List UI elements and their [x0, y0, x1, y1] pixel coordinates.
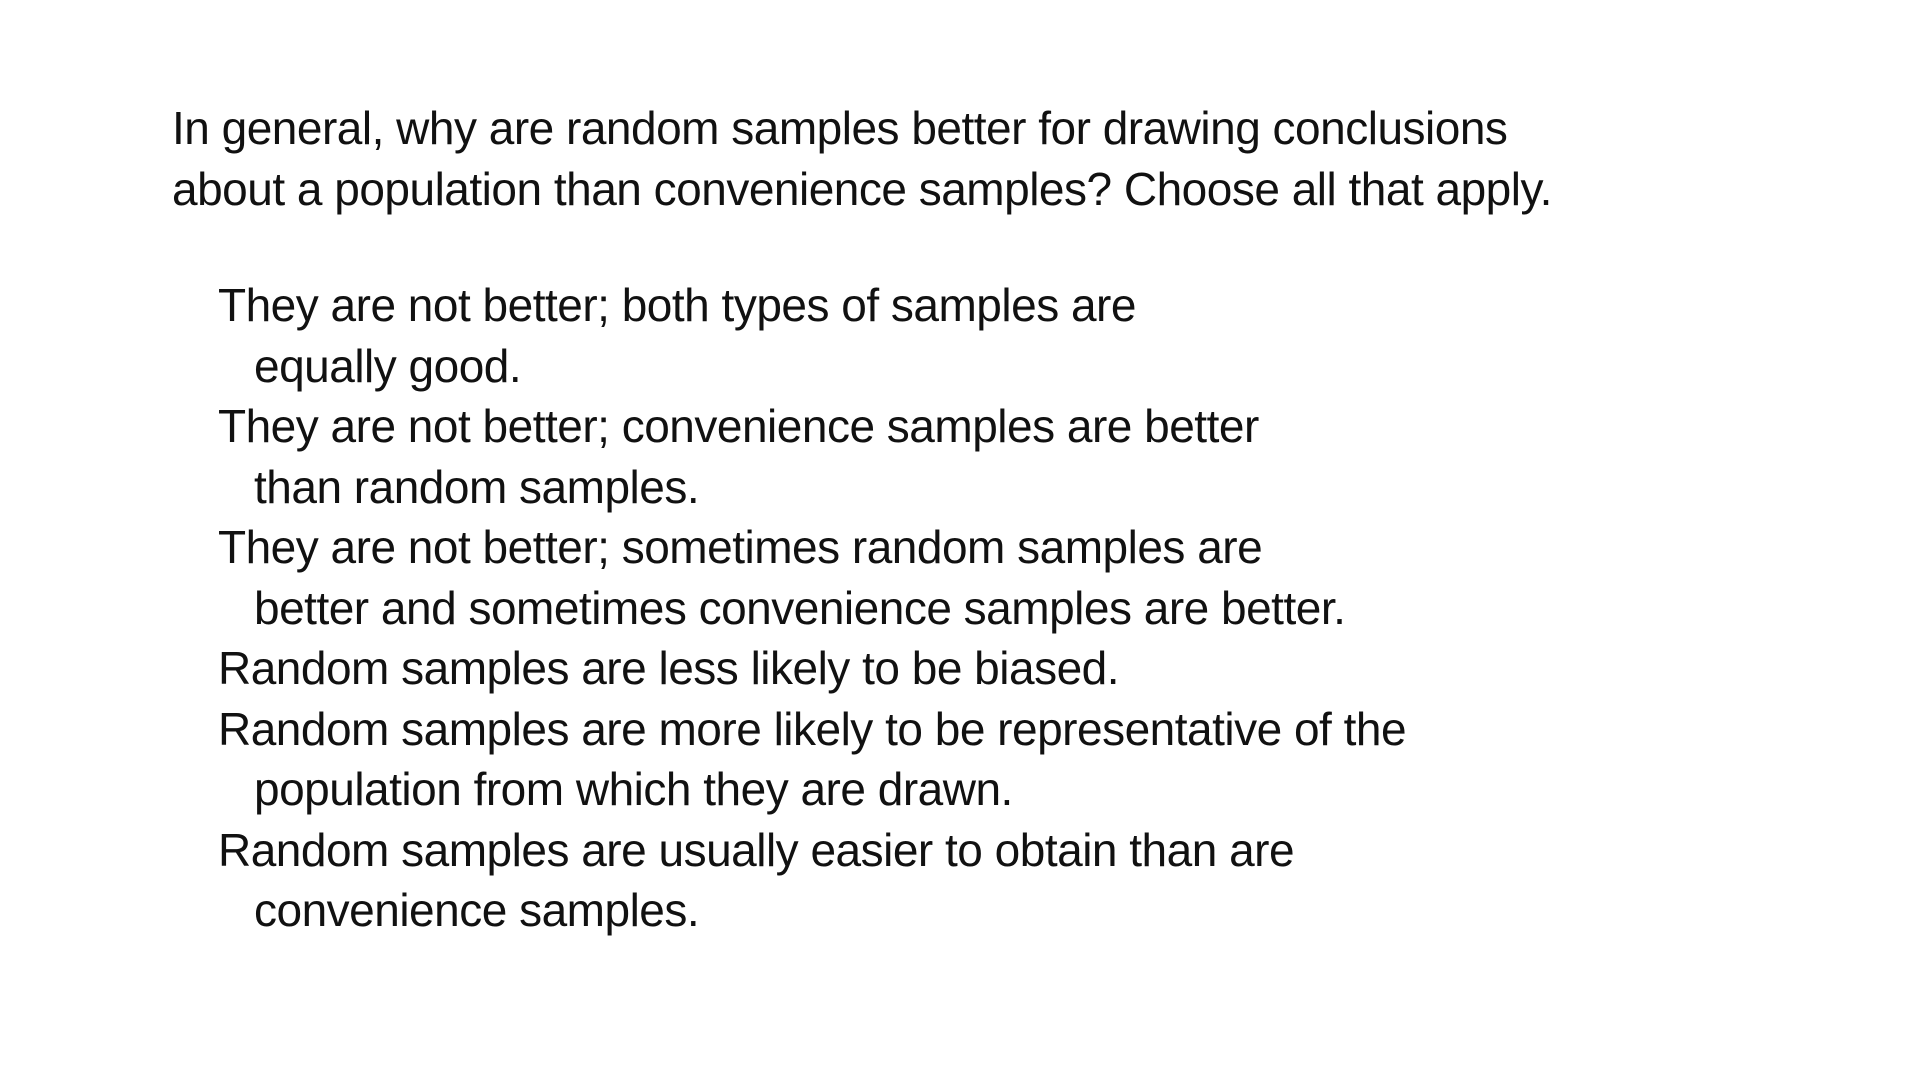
answer-option-line: equally good.	[254, 339, 522, 392]
question-text: In general, why are random samples bette…	[172, 98, 1812, 220]
answer-option-line: population from which they are drawn.	[254, 763, 1013, 815]
answer-option-4[interactable]: Random samples are less likely to be bia…	[218, 638, 1818, 699]
answer-option-6[interactable]: Random samples are usually easier to obt…	[218, 820, 1818, 941]
answer-option-3[interactable]: They are not better; sometimes random sa…	[218, 517, 1818, 638]
question-line: In general, why are random samples bette…	[172, 102, 1508, 154]
answer-option-1[interactable]: They are not better; both types of sampl…	[218, 275, 1818, 396]
answer-option-line: Random samples are less likely to be bia…	[218, 642, 1120, 694]
answer-option-line: They are not better; both types of sampl…	[218, 279, 1136, 331]
question-line: about a population than convenience samp…	[172, 163, 1552, 215]
answer-option-2[interactable]: They are not better; convenience samples…	[218, 396, 1818, 517]
answer-option-line: better and sometimes convenience samples…	[254, 581, 1346, 634]
answer-option-line: convenience samples.	[254, 884, 700, 936]
answer-option-line: than random samples.	[254, 460, 700, 513]
answer-option-5[interactable]: Random samples are more likely to be rep…	[218, 699, 1818, 820]
answer-option-line: They are not better; sometimes random sa…	[218, 521, 1263, 573]
answer-option-line: Random samples are more likely to be rep…	[218, 702, 1407, 755]
answer-option-line: They are not better; convenience samples…	[218, 400, 1259, 452]
answer-options-list: They are not better; both types of sampl…	[218, 275, 1818, 941]
answer-option-line: Random samples are usually easier to obt…	[218, 823, 1295, 876]
